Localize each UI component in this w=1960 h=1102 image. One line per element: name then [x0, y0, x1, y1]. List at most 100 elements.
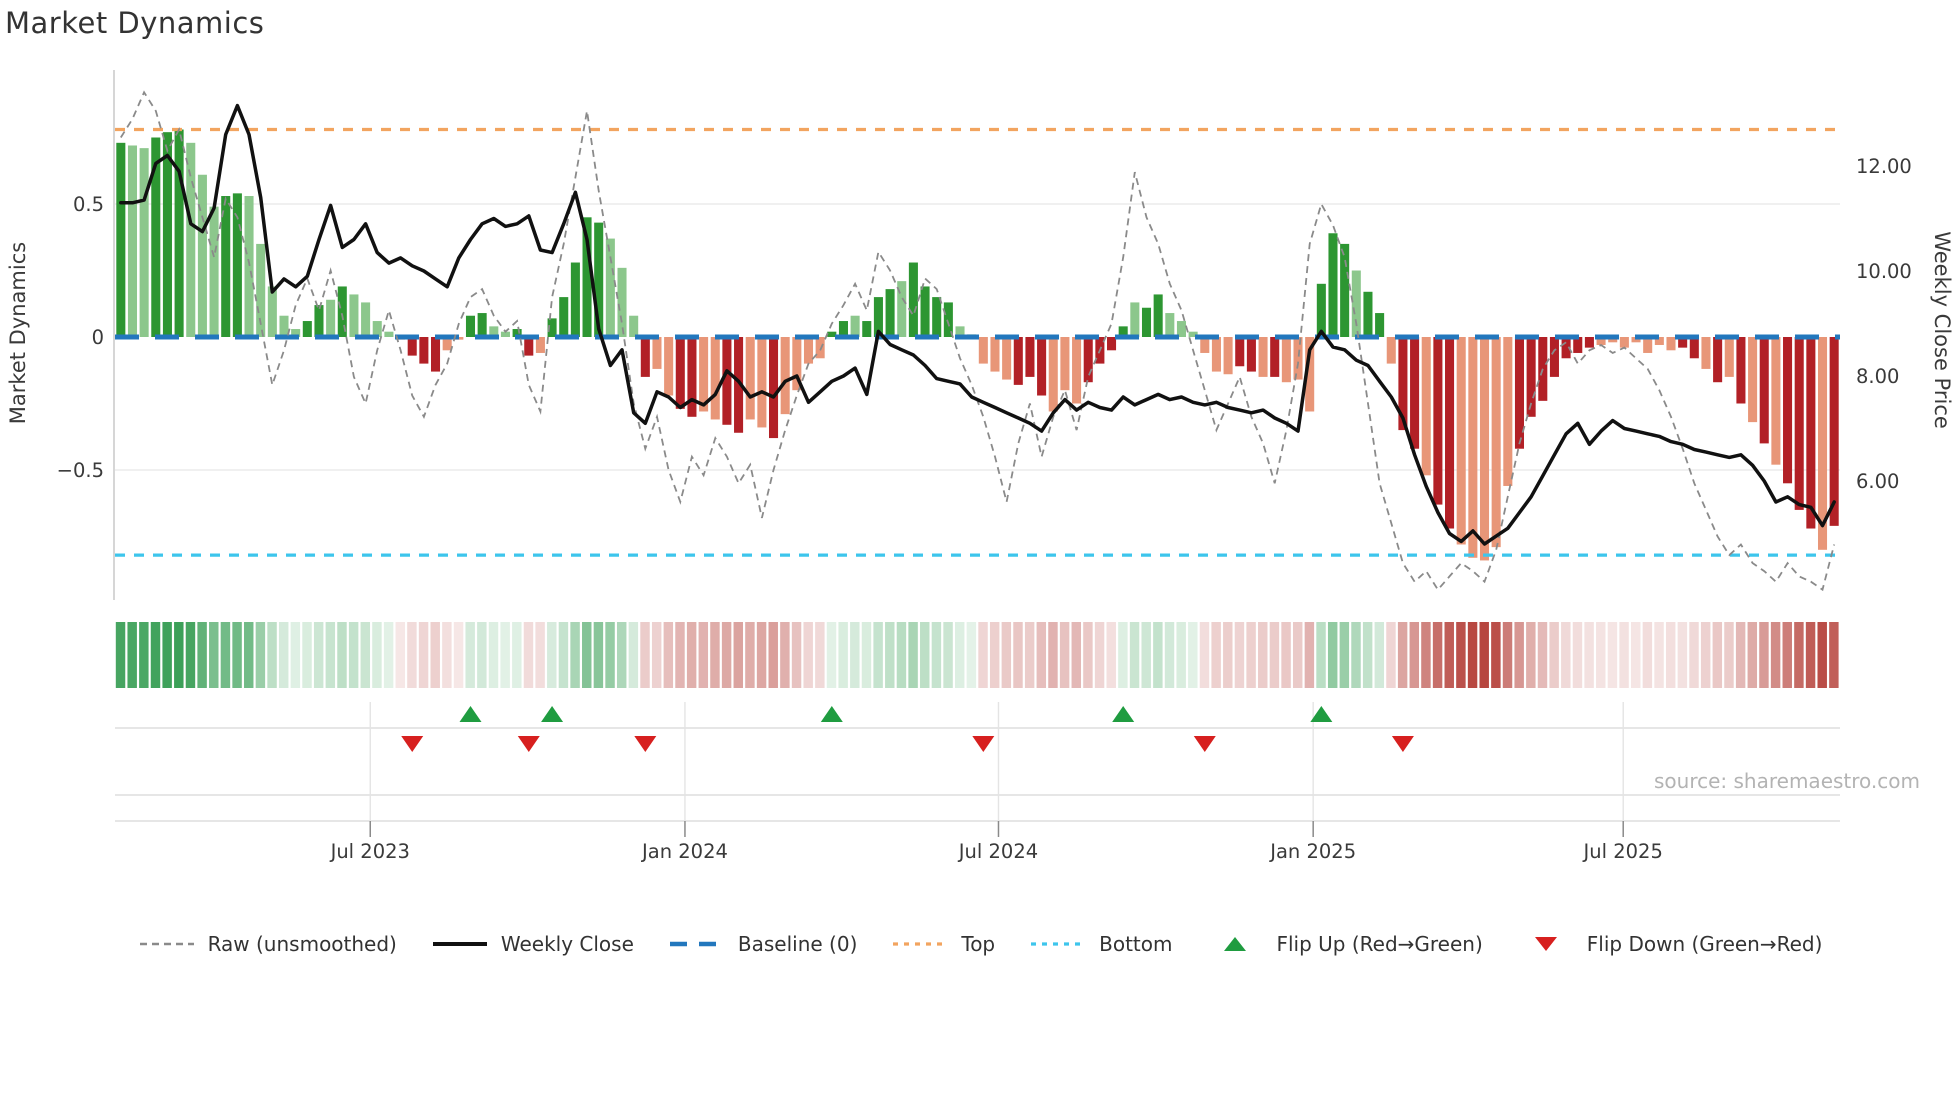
legend-item-dash-gray: Raw (unsmoothed) [138, 932, 397, 956]
heat-cell [686, 622, 697, 688]
osc-bar-positive [1118, 326, 1128, 337]
osc-bar-negative [1654, 337, 1664, 345]
osc-bar-negative [1433, 337, 1443, 505]
heat-cell [1467, 622, 1478, 688]
osc-bar-negative [1573, 337, 1583, 353]
heat-cell [582, 622, 592, 688]
heat-cell [1665, 622, 1676, 688]
heat-cell [1642, 622, 1653, 688]
heat-cell [966, 622, 977, 688]
legend-item-dash-blue: Baseline (0) [668, 932, 857, 956]
osc-bar-positive [920, 286, 930, 337]
heat-cell [1304, 622, 1315, 688]
legend-item-label: Baseline (0) [737, 932, 858, 956]
legend-item-label: Flip Up (Red→Green) [1276, 932, 1483, 956]
osc-bar-negative [1794, 337, 1804, 510]
left-axis-tick-label: 0 [92, 326, 104, 349]
heat-cell [1327, 622, 1338, 688]
osc-bar-negative [1002, 337, 1012, 380]
heat-cell [139, 622, 149, 688]
heat-cell [605, 622, 615, 688]
osc-bar-positive [932, 297, 942, 337]
osc-bar-negative [1736, 337, 1746, 404]
osc-bar-positive [500, 331, 510, 337]
osc-bar-negative [990, 337, 1000, 372]
heat-cell [1164, 622, 1175, 688]
heat-cell [278, 622, 289, 688]
osc-bar-negative [1817, 337, 1828, 550]
osc-bar-negative [1806, 337, 1816, 529]
osc-bar-negative [1421, 337, 1431, 476]
osc-bar-positive [838, 321, 848, 337]
x-tick-label: Jul 2023 [329, 840, 410, 863]
osc-bar-negative [1293, 337, 1303, 380]
triangle-down-icon [1534, 937, 1557, 951]
osc-bar-negative [687, 337, 697, 417]
osc-bar-positive [1340, 243, 1350, 337]
raw-line-swatch [139, 942, 194, 946]
osc-bar-negative [652, 337, 662, 369]
osc-bar-positive [162, 132, 172, 337]
heat-cell [185, 622, 196, 688]
heat-cell [1514, 622, 1524, 688]
heat-cell [570, 622, 580, 688]
flip-up-marker [1310, 706, 1333, 722]
heat-cell [1001, 622, 1012, 688]
heat-cell [1689, 622, 1699, 688]
heat-cell [1281, 622, 1291, 688]
osc-bar-positive [1153, 294, 1163, 337]
osc-bar-positive [955, 326, 965, 337]
heat-cell [1549, 622, 1559, 688]
heat-cell [150, 622, 161, 688]
flip-up-marker [459, 706, 482, 722]
heat-cell [1654, 622, 1664, 688]
heat-cell [465, 622, 475, 688]
osc-bar-positive [582, 217, 592, 337]
heat-cell [1362, 622, 1373, 688]
heat-cell [640, 622, 650, 688]
heat-cell [348, 622, 359, 688]
osc-bar-negative [1666, 337, 1676, 351]
legend-item-tri-up: Flip Up (Red→Green) [1206, 932, 1483, 956]
baseline-swatch [669, 941, 724, 947]
right-axis-tick-label: 12.00 [1856, 155, 1912, 178]
osc-bar-negative [1596, 337, 1606, 345]
osc-bar-positive [885, 289, 895, 337]
heat-cell [1805, 622, 1816, 688]
heat-cell [1607, 622, 1618, 688]
osc-bar-negative [1678, 337, 1688, 348]
osc-bar-negative [1631, 337, 1641, 343]
osc-bar-negative [442, 337, 452, 351]
flip-down-marker [1193, 736, 1216, 752]
osc-bar-negative [1246, 337, 1256, 372]
x-tick-label: Jul 2025 [1582, 840, 1663, 863]
osc-bar-negative [524, 337, 534, 356]
flip-up-swatch [1224, 937, 1247, 951]
heat-cell [1397, 622, 1408, 688]
heat-cell [372, 622, 382, 688]
heat-cell [1048, 622, 1058, 688]
osc-bar-negative [803, 337, 814, 364]
osc-bar-negative [769, 337, 779, 439]
osc-bar-positive [943, 302, 953, 337]
heat-cell [127, 622, 137, 688]
heat-cell [1292, 622, 1303, 688]
osc-bar-negative [1048, 337, 1058, 412]
osc-bar-positive [267, 286, 277, 337]
osc-bar-negative [780, 337, 790, 415]
heat-cell [255, 622, 266, 688]
heat-cell [721, 622, 732, 688]
heat-cell [488, 622, 499, 688]
osc-bar-positive [605, 238, 615, 337]
left-axis-tick-label: −0.5 [57, 459, 104, 482]
heat-cell [290, 622, 301, 688]
right-axis-tick-label: 8.00 [1856, 365, 1899, 388]
osc-bar-negative [1713, 337, 1723, 383]
osc-bar-negative [1503, 337, 1513, 486]
osc-bar-positive [873, 297, 883, 337]
osc-bar-negative [1083, 337, 1093, 383]
osc-bar-negative [419, 337, 429, 364]
osc-bar-negative [1584, 337, 1594, 348]
heat-cell [197, 622, 207, 688]
